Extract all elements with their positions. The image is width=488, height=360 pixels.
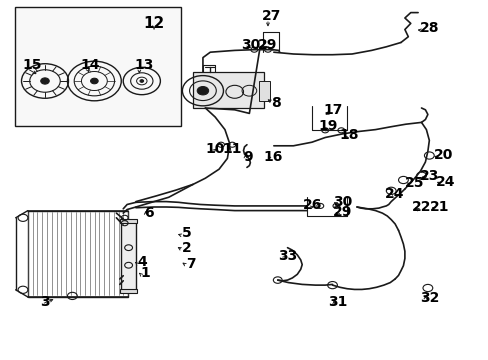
Text: 15: 15 (22, 58, 41, 72)
Text: 3: 3 (40, 295, 50, 309)
Text: 26: 26 (303, 198, 322, 212)
Text: 32: 32 (419, 291, 438, 305)
Circle shape (197, 86, 208, 95)
Text: 20: 20 (433, 148, 453, 162)
Bar (28, 211, 128, 297)
Circle shape (140, 80, 143, 82)
Bar (15, 7, 181, 126)
Text: 17: 17 (323, 103, 343, 117)
Text: 6: 6 (144, 206, 154, 220)
Text: 22: 22 (411, 200, 430, 214)
Text: 21: 21 (429, 200, 449, 214)
Text: 19: 19 (318, 119, 338, 133)
Text: 11: 11 (222, 143, 242, 156)
Bar (193, 72, 264, 108)
Text: 9: 9 (243, 150, 253, 163)
Text: 13: 13 (134, 58, 154, 72)
Text: 24: 24 (385, 187, 404, 201)
Circle shape (41, 78, 49, 84)
Text: 8: 8 (271, 96, 281, 109)
Text: 2: 2 (182, 241, 191, 255)
Bar (120, 219, 137, 223)
Text: 4: 4 (137, 255, 146, 269)
Text: 23: 23 (419, 170, 438, 183)
Text: 1: 1 (141, 266, 150, 280)
Text: 29: 29 (332, 205, 351, 219)
Text: 7: 7 (185, 257, 195, 270)
Text: 25: 25 (404, 176, 424, 190)
Text: 16: 16 (263, 150, 282, 163)
Text: 10: 10 (205, 143, 224, 156)
Bar (120, 289, 137, 293)
Text: 12: 12 (143, 16, 164, 31)
Text: 33: 33 (277, 249, 297, 262)
Bar (259, 81, 269, 101)
Text: 18: 18 (339, 128, 359, 142)
Text: 30: 30 (241, 38, 260, 52)
Text: 30: 30 (332, 195, 351, 209)
Text: 31: 31 (327, 296, 346, 309)
Text: 27: 27 (261, 9, 281, 23)
Bar (121, 220, 136, 290)
Text: 28: 28 (419, 21, 438, 35)
Text: 14: 14 (81, 58, 100, 72)
Text: 29: 29 (258, 38, 277, 52)
Text: 5: 5 (182, 226, 191, 240)
Text: 24: 24 (435, 175, 455, 189)
Circle shape (90, 78, 98, 84)
